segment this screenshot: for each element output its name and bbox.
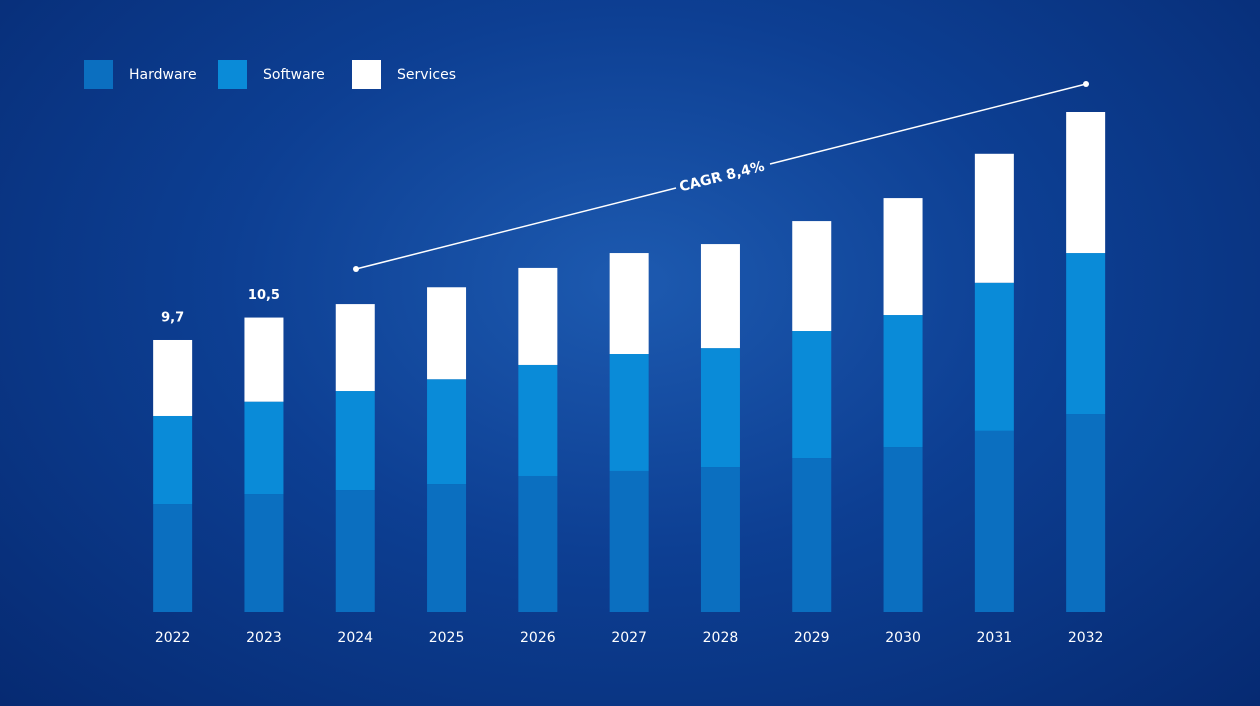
bar-segment <box>518 475 558 612</box>
x-tick-label: 2023 <box>246 630 282 646</box>
bar-segment <box>1066 414 1106 612</box>
bar-segment <box>609 470 649 612</box>
bar-segment <box>335 391 375 491</box>
bar-segment <box>974 282 1014 431</box>
bar-segment <box>700 467 740 612</box>
bar-segment <box>518 364 558 476</box>
trend-dot <box>353 266 359 272</box>
bar-segment <box>335 304 375 392</box>
bar-segment <box>335 490 375 612</box>
bar-segment <box>792 458 832 612</box>
bar-segment <box>427 287 467 380</box>
cagr-label: CAGR 8,4% <box>678 159 766 196</box>
trend-dot <box>1083 81 1089 87</box>
bar-segment <box>883 315 923 448</box>
x-tick-label: 2024 <box>337 630 373 646</box>
x-tick-label: 2032 <box>1068 630 1104 646</box>
bar-segment <box>1066 112 1106 254</box>
bar-segment <box>244 401 284 495</box>
x-tick-label: 2030 <box>885 630 921 646</box>
bar-segment <box>700 244 740 349</box>
bar-segment <box>427 379 467 485</box>
legend-swatch <box>218 60 247 89</box>
legend-swatch <box>352 60 381 89</box>
legend-label: Services <box>397 67 456 83</box>
x-tick-label: 2025 <box>429 630 465 646</box>
bar-segment <box>609 253 649 355</box>
bar-segment <box>700 348 740 468</box>
bar-segment <box>883 198 923 316</box>
x-tick-label: 2028 <box>703 630 739 646</box>
bar-segment <box>883 447 923 612</box>
bar-segment <box>153 415 193 505</box>
x-tick-label: 2022 <box>155 630 191 646</box>
total-label: 9,7 <box>161 310 184 325</box>
trend-line <box>769 83 1087 165</box>
trend-line <box>355 187 677 270</box>
bar-segment <box>1066 253 1106 415</box>
bar-segment <box>427 484 467 612</box>
x-tick-label: 2031 <box>977 630 1013 646</box>
bar-segment <box>792 331 832 459</box>
bar-segment <box>609 354 649 471</box>
legend-swatch <box>84 60 113 89</box>
bar-segment <box>974 153 1014 283</box>
bar-segment <box>518 267 558 365</box>
x-tick-label: 2026 <box>520 630 556 646</box>
bar-segment <box>792 221 832 332</box>
bar-segment <box>974 430 1014 612</box>
legend-label: Hardware <box>129 67 197 83</box>
bar-segment <box>244 494 284 612</box>
bar-segment <box>244 317 284 402</box>
x-tick-label: 2027 <box>611 630 647 646</box>
legend-label: Software <box>263 67 325 83</box>
bar-segment <box>153 339 193 416</box>
bar-segment <box>153 504 193 612</box>
x-tick-label: 2029 <box>794 630 830 646</box>
total-label: 10,5 <box>248 288 280 303</box>
